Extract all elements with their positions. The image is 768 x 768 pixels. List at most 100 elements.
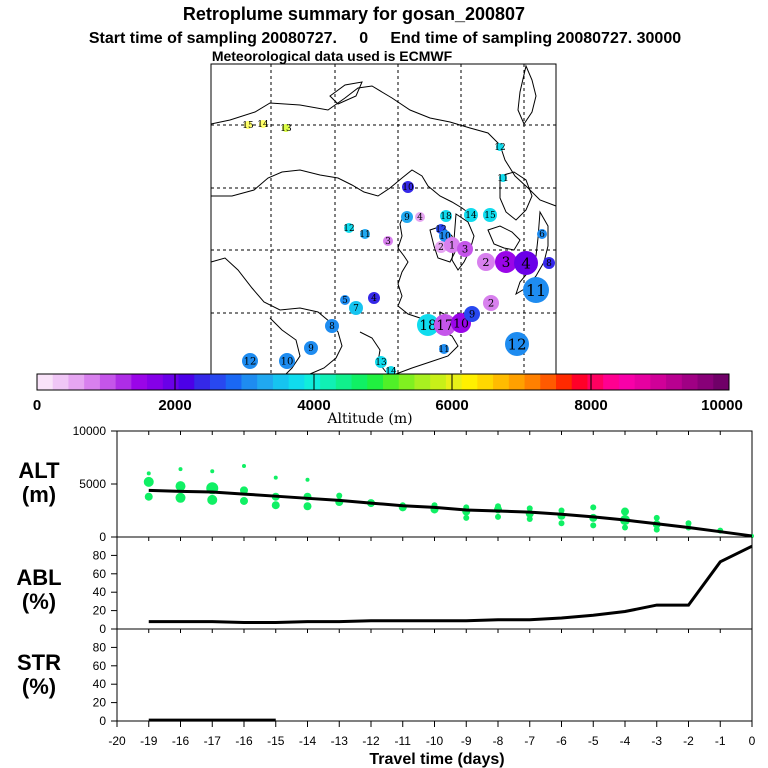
colorbar-cell: [225, 374, 242, 390]
plume-marker-circle: [368, 292, 380, 304]
plume-marker: 9: [464, 306, 480, 322]
plume-marker: 4: [368, 292, 380, 304]
colorbar-cell: [556, 374, 573, 390]
met-data-note: Meteorological data used is ECMWF: [212, 48, 453, 64]
plume-marker-label: 12: [343, 224, 354, 234]
str-panel-frame: [116, 628, 753, 722]
colorbar-cell: [52, 374, 69, 390]
plume-marker-circle: [464, 208, 478, 222]
x-tick-label: -16: [235, 734, 253, 748]
colorbar-cell: [524, 374, 541, 390]
plume-marker-circle: [483, 208, 497, 222]
plume-marker-circle: [435, 241, 447, 253]
colorbar-cell: [430, 374, 447, 390]
alt-scatter-point: [653, 526, 660, 533]
alt-scatter-point: [558, 507, 565, 514]
plume-marker-circle: [537, 229, 547, 239]
alt-scatter-point: [178, 467, 183, 472]
alt-panel-label: ALT: [18, 458, 60, 483]
plume-marker-label: 3: [502, 255, 511, 271]
plume-marker-label: 3: [385, 237, 391, 247]
y-tick-label: 60: [93, 659, 107, 673]
alt-scatter-point: [526, 515, 533, 522]
x-tick-label: -8: [493, 734, 504, 748]
alt-scatter-point: [590, 504, 597, 511]
colorbar-cell: [681, 374, 699, 390]
plume-marker-circle: [304, 341, 318, 355]
alt-scatter-point: [685, 520, 692, 527]
plume-marker-circle: [279, 353, 295, 369]
plume-marker-circle: [444, 237, 460, 253]
y-tick-label: 80: [93, 548, 107, 562]
colorbar-cell: [115, 374, 132, 390]
alt-panel-units: (m): [22, 482, 56, 507]
colorbar-tick-10000: 10000: [701, 397, 743, 414]
plume-marker: 4: [415, 212, 425, 223]
plume-marker-circle: [244, 121, 252, 129]
alt-scatter-point: [240, 486, 248, 495]
plume-marker: 5: [340, 295, 350, 306]
plume-marker: 11: [497, 174, 509, 184]
colorbar-cell: [634, 374, 651, 390]
x-tick-label: -1: [715, 734, 726, 748]
plume-marker-label: 9: [404, 213, 410, 223]
plume-marker: 6: [537, 229, 547, 240]
x-tick-label: -10: [426, 734, 444, 748]
colorbar-cell: [571, 374, 588, 390]
x-tick-label: -14: [299, 734, 317, 748]
plume-marker-label: 14: [465, 211, 477, 221]
x-tick-label: -20: [108, 734, 126, 748]
x-tick-label: -4: [620, 734, 631, 748]
colorbar-cell: [618, 374, 636, 390]
plume-marker-label: 11: [497, 174, 508, 184]
plume-marker-label: 12: [494, 143, 505, 153]
abl-panel-frame: [116, 536, 753, 630]
y-tick-label: 0: [99, 622, 106, 636]
x-tick-label: -19: [140, 734, 158, 748]
plume-marker-circle: [499, 174, 507, 182]
plume-marker-label: 11: [438, 345, 449, 355]
colorbar-cell: [587, 374, 604, 390]
plume-marker-label: 14: [385, 367, 397, 377]
plume-marker: 3: [457, 241, 473, 257]
y-tick-label: 60: [93, 567, 107, 581]
plume-marker: 4: [514, 251, 538, 275]
plume-marker: 1: [444, 237, 460, 253]
colorbar-cell: [461, 374, 478, 390]
alt-scatter-point: [622, 524, 628, 531]
x-axis: -20 -19 -16 -17 -16 -15 -14 -13 -12 -11 -10 -9 -8 -7-…: [108, 721, 756, 748]
colorbar-tick-2000: 2000: [158, 397, 191, 414]
abl-line: [148, 544, 753, 625]
plume-marker-circle: [415, 212, 425, 222]
plume-marker: 9: [304, 341, 318, 355]
plume-marker-label: 12: [244, 357, 257, 368]
y-tick-label: 80: [93, 640, 107, 654]
sampling-times: Start time of sampling 20080727. 0 End t…: [89, 30, 681, 47]
alt-scatter-point: [143, 476, 154, 487]
plume-marker-circle: [495, 251, 517, 273]
plume-marker-label: 18: [419, 318, 437, 334]
plume-marker-label: 9: [469, 310, 475, 321]
plume-marker-circle: [505, 332, 529, 356]
plume-marker-circle: [483, 295, 499, 311]
colorbar-cell: [367, 374, 384, 390]
colorbar-cell: [335, 374, 353, 390]
str-panel-units: (%): [22, 674, 56, 699]
x-tick-label: 0: [749, 734, 756, 748]
plume-marker-circle: [259, 120, 267, 128]
plume-marker-label: 11: [526, 281, 546, 300]
plume-marker-circle: [402, 181, 414, 193]
plume-marker-circle: [401, 211, 413, 223]
colorbar-cell: [68, 374, 85, 390]
alt-scatter-point: [590, 522, 597, 529]
y-tick-label: 0: [99, 714, 106, 728]
str-panel-label: STR: [17, 650, 61, 675]
plume-marker: 12: [242, 353, 258, 369]
plume-marker-circle: [325, 319, 339, 333]
x-tick-label: -5: [588, 734, 599, 748]
alt-scatter-point: [336, 492, 343, 499]
plume-marker-label: 12: [507, 335, 526, 353]
plume-marker-circle: [344, 223, 354, 233]
plume-marker: 9: [401, 211, 413, 223]
alt-scatter-point: [144, 492, 153, 501]
